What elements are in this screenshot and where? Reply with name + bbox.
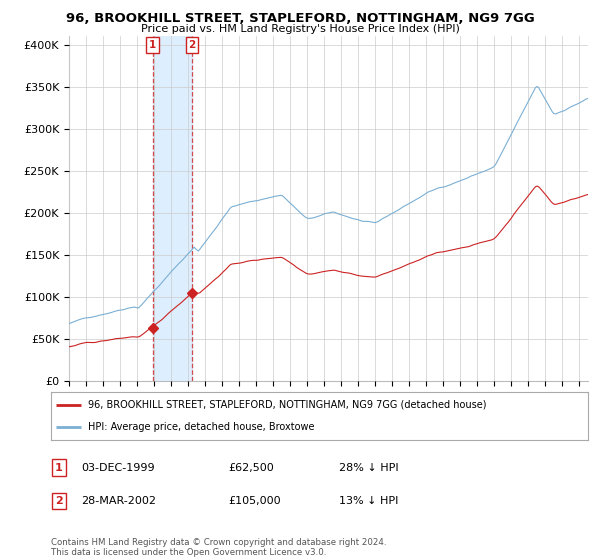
Text: Price paid vs. HM Land Registry's House Price Index (HPI): Price paid vs. HM Land Registry's House …: [140, 24, 460, 34]
Text: 28-MAR-2002: 28-MAR-2002: [81, 496, 156, 506]
Text: 28% ↓ HPI: 28% ↓ HPI: [339, 463, 398, 473]
Text: 96, BROOKHILL STREET, STAPLEFORD, NOTTINGHAM, NG9 7GG (detached house): 96, BROOKHILL STREET, STAPLEFORD, NOTTIN…: [88, 400, 486, 410]
Text: 2: 2: [55, 496, 62, 506]
Text: Contains HM Land Registry data © Crown copyright and database right 2024.
This d: Contains HM Land Registry data © Crown c…: [51, 538, 386, 557]
Text: 96, BROOKHILL STREET, STAPLEFORD, NOTTINGHAM, NG9 7GG: 96, BROOKHILL STREET, STAPLEFORD, NOTTIN…: [65, 12, 535, 25]
Text: 1: 1: [149, 40, 156, 50]
Text: 13% ↓ HPI: 13% ↓ HPI: [339, 496, 398, 506]
Bar: [152, 36, 192, 381]
Text: 03-DEC-1999: 03-DEC-1999: [81, 463, 155, 473]
Text: 2: 2: [188, 40, 196, 50]
Text: £62,500: £62,500: [228, 463, 274, 473]
Text: HPI: Average price, detached house, Broxtowe: HPI: Average price, detached house, Brox…: [88, 422, 314, 432]
Text: 1: 1: [55, 463, 62, 473]
Text: £105,000: £105,000: [228, 496, 281, 506]
